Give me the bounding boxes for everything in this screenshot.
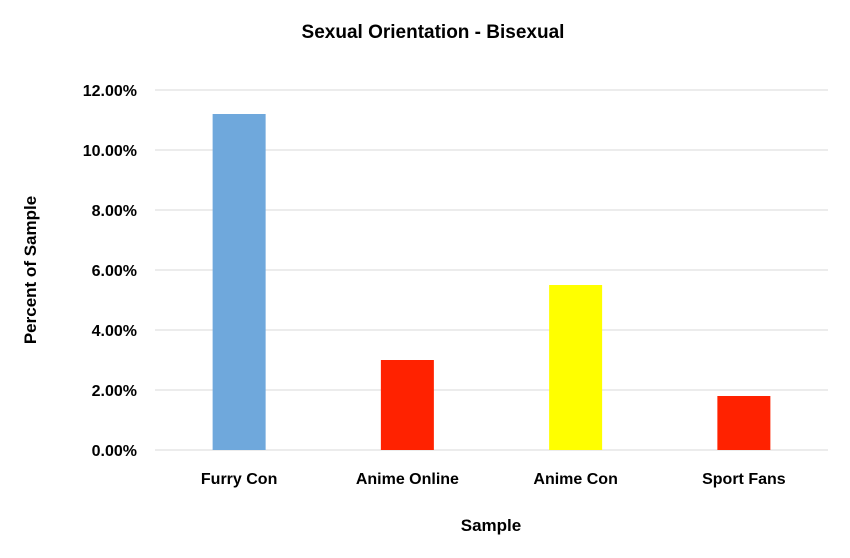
gridlines: [155, 89, 828, 451]
y-tick-label: 10.00%: [83, 143, 137, 160]
x-tick-label: Anime Con: [533, 471, 617, 488]
x-tick-label: Furry Con: [201, 471, 277, 488]
bars: [212, 114, 771, 450]
y-tick-label: 2.00%: [92, 383, 137, 400]
bar-furry-con: [212, 114, 266, 450]
y-axis-label: Percent of Sample: [21, 196, 40, 344]
bar-sport-fans: [717, 396, 771, 450]
y-axis-ticks: 0.00% 2.00% 4.00% 6.00% 8.00% 10.00% 12.00%: [83, 83, 137, 460]
bar-anime-online: [380, 360, 434, 450]
y-tick-label: 6.00%: [92, 263, 137, 280]
y-tick-label: 4.00%: [92, 323, 137, 340]
y-tick-label: 12.00%: [83, 83, 137, 100]
x-axis-label: Sample: [461, 516, 521, 535]
chart-title: Sexual Orientation - Bisexual: [302, 22, 565, 43]
y-tick-label: 8.00%: [92, 203, 137, 220]
x-tick-label: Sport Fans: [702, 471, 786, 488]
bar-anime-con: [549, 285, 603, 450]
y-tick-label: 0.00%: [92, 443, 137, 460]
x-axis-ticks: Furry Con Anime Online Anime Con Sport Fans: [201, 471, 786, 488]
x-tick-label: Anime Online: [356, 471, 459, 488]
